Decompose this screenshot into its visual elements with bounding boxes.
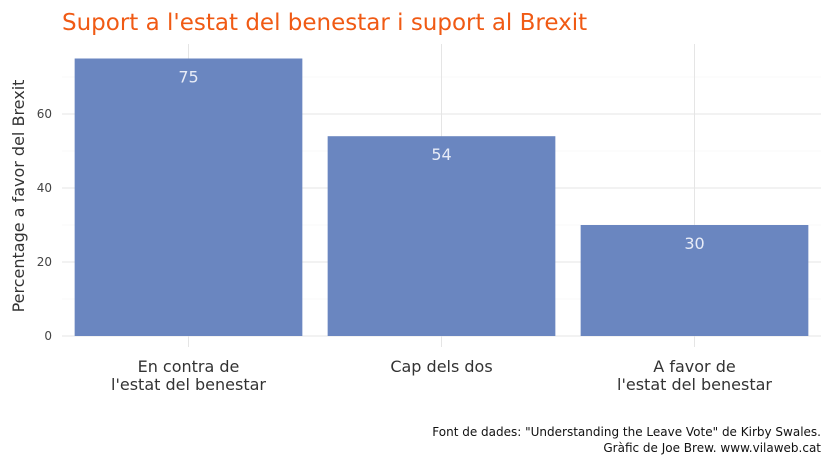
x-tick-label-line: A favor de (653, 357, 735, 376)
y-tick-label: 0 (44, 329, 52, 343)
x-tick-label-line: l'estat del benestar (111, 375, 266, 394)
caption-source: Font de dades: "Understanding the Leave … (432, 425, 821, 439)
x-tick-label-line: Cap dels dos (390, 357, 492, 376)
y-axis-ticks: 0 20 40 60 (37, 107, 52, 343)
bar-value-label: 54 (431, 145, 451, 164)
bar-value-label: 30 (684, 234, 704, 253)
y-tick-label: 40 (37, 181, 52, 195)
caption-credit: Gràfic de Joe Brew. www.vilaweb.cat (603, 441, 821, 455)
bar (580, 225, 809, 336)
x-tick-label-line: l'estat del benestar (617, 375, 772, 394)
bar-labels: 75 54 30 (178, 68, 704, 254)
x-tick-label: En contra de l'estat del benestar (111, 357, 266, 394)
y-axis-label: Percentage a favor del Brexit (9, 80, 28, 313)
bar (74, 58, 303, 336)
bar-value-label: 75 (178, 68, 198, 87)
y-tick-label: 60 (37, 107, 52, 121)
x-tick-label-line: En contra de (138, 357, 240, 376)
bar (327, 136, 556, 336)
y-tick-label: 20 (37, 255, 52, 269)
x-tick-label: Cap dels dos (390, 357, 492, 376)
x-tick-label: A favor de l'estat del benestar (617, 357, 772, 394)
chart-title: Suport a l'estat del benestar i suport a… (62, 10, 587, 36)
bars (74, 58, 809, 336)
